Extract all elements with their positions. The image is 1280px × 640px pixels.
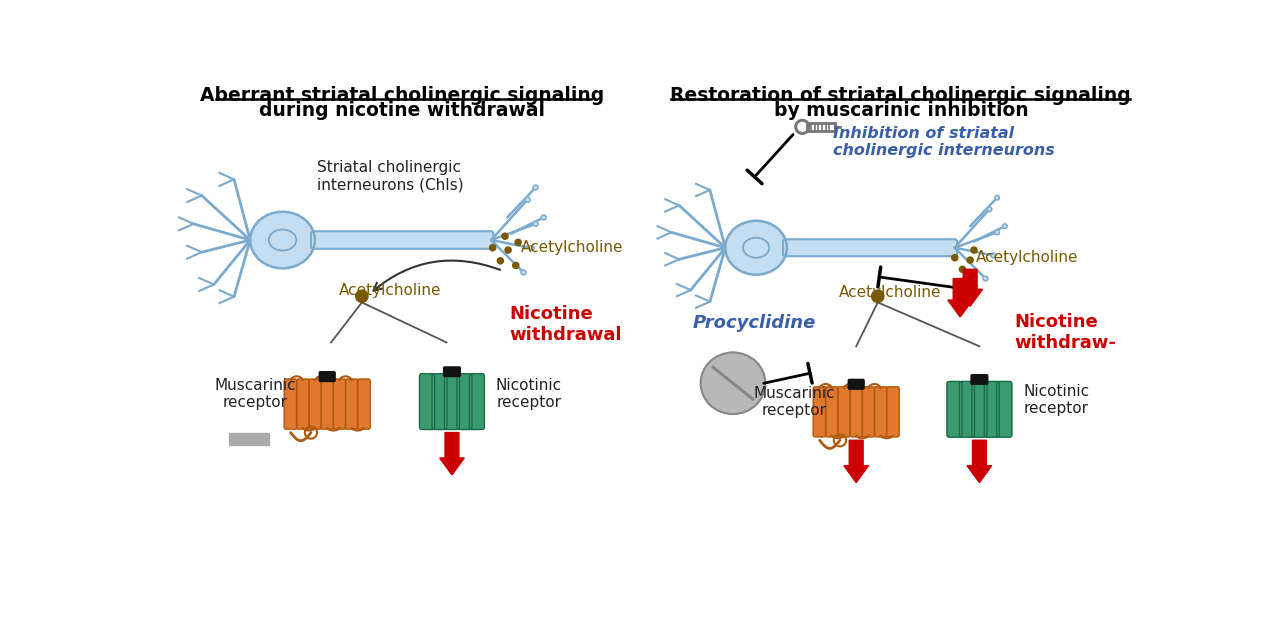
Circle shape (498, 258, 503, 264)
Text: Inhibition of striatal
cholinergic interneurons: Inhibition of striatal cholinergic inter… (833, 126, 1055, 159)
FancyBboxPatch shape (997, 381, 1011, 437)
FancyBboxPatch shape (960, 381, 974, 437)
FancyBboxPatch shape (311, 231, 494, 249)
Ellipse shape (726, 221, 787, 275)
Text: Aberrant striatal cholinergic signaling: Aberrant striatal cholinergic signaling (200, 86, 604, 105)
Circle shape (525, 197, 530, 202)
FancyBboxPatch shape (849, 380, 864, 389)
Circle shape (1002, 224, 1007, 228)
FancyBboxPatch shape (837, 387, 850, 436)
Circle shape (506, 247, 511, 253)
Text: Nicotine
withdrawal: Nicotine withdrawal (509, 305, 622, 344)
FancyBboxPatch shape (284, 379, 297, 429)
FancyBboxPatch shape (319, 372, 335, 381)
Text: Acetylcholine: Acetylcholine (840, 285, 942, 300)
Text: by muscarinic inhibition: by muscarinic inhibition (773, 100, 1028, 120)
FancyBboxPatch shape (972, 381, 987, 437)
Circle shape (951, 255, 957, 261)
FancyBboxPatch shape (444, 367, 461, 376)
Circle shape (502, 233, 508, 239)
FancyBboxPatch shape (947, 381, 963, 437)
Text: Striatal cholinergic
interneurons (ChIs): Striatal cholinergic interneurons (ChIs) (317, 160, 463, 192)
FancyBboxPatch shape (470, 374, 484, 429)
Text: Nicotine
withdraw-: Nicotine withdraw- (1014, 313, 1116, 352)
FancyBboxPatch shape (861, 387, 874, 436)
Circle shape (534, 221, 538, 227)
Text: Restoration of striatal cholinergic signaling: Restoration of striatal cholinergic sign… (671, 86, 1132, 105)
FancyBboxPatch shape (972, 374, 988, 384)
Circle shape (995, 195, 1000, 200)
FancyArrow shape (844, 440, 869, 483)
FancyArrow shape (968, 440, 992, 483)
Text: Muscarinic
receptor: Muscarinic receptor (754, 385, 836, 418)
FancyBboxPatch shape (813, 387, 826, 436)
Circle shape (515, 239, 521, 245)
FancyBboxPatch shape (887, 387, 899, 436)
Circle shape (356, 290, 369, 303)
Text: Acetylcholine: Acetylcholine (521, 240, 623, 255)
FancyBboxPatch shape (444, 374, 460, 429)
Text: Nicotinic
receptor: Nicotinic receptor (495, 378, 562, 410)
FancyBboxPatch shape (850, 387, 863, 436)
Circle shape (960, 266, 965, 273)
Text: Muscarinic
receptor: Muscarinic receptor (215, 378, 297, 410)
Circle shape (541, 215, 547, 220)
Circle shape (991, 253, 996, 258)
Circle shape (521, 270, 526, 275)
FancyBboxPatch shape (984, 381, 1000, 437)
Ellipse shape (700, 353, 765, 414)
Circle shape (513, 262, 518, 269)
Text: Procyclidine: Procyclidine (692, 314, 817, 332)
FancyBboxPatch shape (308, 379, 321, 429)
FancyBboxPatch shape (826, 387, 838, 436)
FancyBboxPatch shape (874, 387, 887, 436)
FancyArrow shape (947, 278, 973, 317)
Circle shape (972, 247, 977, 253)
Circle shape (995, 230, 1000, 235)
Circle shape (872, 290, 884, 303)
Bar (229, 433, 269, 445)
Text: Acetylcholine: Acetylcholine (975, 250, 1078, 265)
Text: Acetylcholine: Acetylcholine (339, 283, 442, 298)
Circle shape (968, 257, 973, 263)
FancyArrow shape (957, 269, 983, 307)
Circle shape (983, 276, 988, 281)
FancyBboxPatch shape (357, 379, 370, 429)
Circle shape (490, 244, 495, 251)
FancyBboxPatch shape (420, 374, 435, 429)
FancyBboxPatch shape (783, 239, 957, 256)
Text: during nicotine withdrawal: during nicotine withdrawal (259, 100, 545, 120)
FancyBboxPatch shape (321, 379, 334, 429)
Circle shape (529, 246, 534, 250)
Circle shape (534, 185, 538, 190)
FancyBboxPatch shape (333, 379, 346, 429)
FancyBboxPatch shape (346, 379, 358, 429)
FancyBboxPatch shape (297, 379, 310, 429)
FancyBboxPatch shape (457, 374, 472, 429)
Ellipse shape (250, 212, 315, 268)
FancyBboxPatch shape (431, 374, 447, 429)
FancyArrow shape (439, 433, 465, 475)
Text: Nicotinic
receptor: Nicotinic receptor (1023, 384, 1089, 417)
Circle shape (987, 207, 992, 212)
